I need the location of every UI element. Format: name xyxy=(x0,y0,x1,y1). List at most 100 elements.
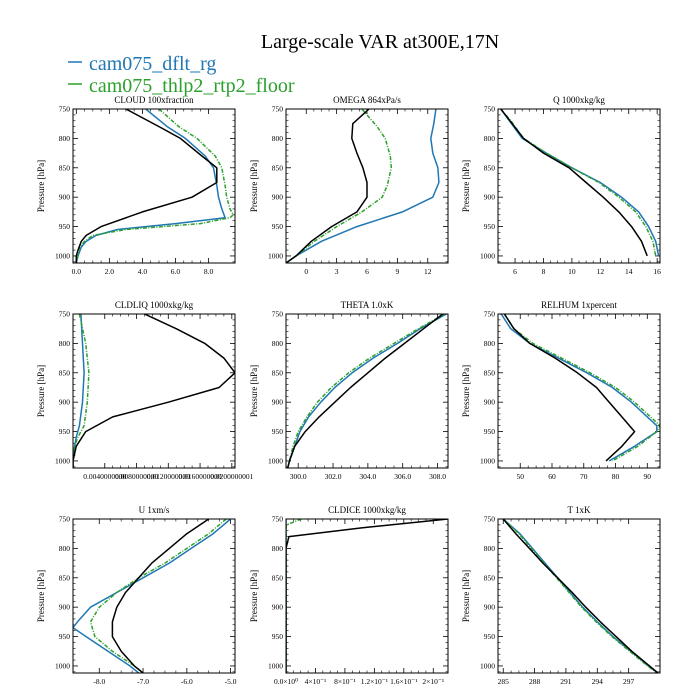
x-tick-label: 297 xyxy=(623,677,635,686)
x-tick-label: 80 xyxy=(612,472,620,481)
y-tick-label: 1000 xyxy=(268,456,283,465)
series-line-green xyxy=(286,109,393,263)
panel-title: RELHUM 1xpercent xyxy=(541,300,617,310)
legend-label-1: cam075_dflt_rg xyxy=(89,53,216,75)
x-tick-label: 6 xyxy=(365,267,369,276)
series-line-blue xyxy=(286,314,447,468)
x-tick-label: 9 xyxy=(396,267,400,276)
y-tick-label: 950 xyxy=(59,632,71,641)
y-tick-label: 1000 xyxy=(480,456,495,465)
series-line-green xyxy=(73,314,90,468)
y-tick-label: 750 xyxy=(272,105,284,114)
panel-title: Q 1000xkg/kg xyxy=(553,95,605,105)
legend: cam075_dflt_rg cam075_thlp2_rtp2_floor xyxy=(68,53,295,97)
x-tick-label: 70 xyxy=(580,472,588,481)
x-tick-label: 308.0 xyxy=(429,472,446,481)
x-tick-label: 6 xyxy=(513,267,517,276)
y-tick-label: 800 xyxy=(59,339,71,348)
y-tick-label: 750 xyxy=(272,310,284,319)
series-group xyxy=(286,109,440,263)
series-group xyxy=(502,519,659,673)
y-tick-label: 900 xyxy=(484,193,496,202)
y-tick-label: 750 xyxy=(272,515,284,524)
series-line-blue xyxy=(75,109,226,263)
y-tick-label: 850 xyxy=(272,368,284,377)
y-tick-label: 800 xyxy=(484,339,496,348)
x-tick-label: 0.0120000000 xyxy=(147,472,190,481)
y-tick-label: 750 xyxy=(59,310,71,319)
y-tick-label: 850 xyxy=(59,163,71,172)
series-group xyxy=(73,314,235,468)
y-tick-label: 900 xyxy=(272,603,284,612)
series-line-black xyxy=(502,519,659,673)
y-tick-label: 900 xyxy=(272,398,284,407)
y-tick-label: 850 xyxy=(59,368,71,377)
y-tick-label: 750 xyxy=(484,105,496,114)
series-line-green xyxy=(500,109,657,257)
y-tick-label: 850 xyxy=(484,163,496,172)
panel-title: T 1xK xyxy=(567,505,591,515)
series-line-green xyxy=(503,314,660,462)
y-tick-label: 900 xyxy=(484,603,496,612)
y-axis-label: Pressure [hPa] xyxy=(36,365,46,417)
y-tick-label: 950 xyxy=(59,427,71,436)
panel-title: THETA 1.0xK xyxy=(341,300,394,310)
y-tick-label: 950 xyxy=(59,222,71,231)
x-tick-label: 2×10⁻¹ xyxy=(422,677,444,686)
panel: OMEGA 864xPa/s Pressure [hPa] 750 800 850 900… xyxy=(249,95,449,276)
panel-title: CLOUD 100xfraction xyxy=(114,95,194,105)
panel-frame xyxy=(497,313,661,469)
panel: U 1xm/s Pressure [hPa] 750 800 850 900 950 1000… xyxy=(36,505,237,686)
y-tick-label: 850 xyxy=(59,573,71,582)
series-group xyxy=(500,109,660,257)
series-group xyxy=(75,109,235,263)
x-tick-label: 12 xyxy=(424,267,432,276)
x-tick-label: 4.0 xyxy=(138,267,148,276)
series-line-black xyxy=(111,519,210,673)
panel: CLDICE 1000xkg/kg Pressure [hPa] 750 800 850… xyxy=(249,505,449,686)
series-line-black xyxy=(286,519,448,673)
panel-frame xyxy=(497,108,661,264)
x-tick-label: 300.0 xyxy=(290,472,307,481)
y-tick-label: 850 xyxy=(272,573,284,582)
series-line-black xyxy=(73,314,235,468)
y-tick-label: 1000 xyxy=(268,661,283,670)
y-tick-label: 950 xyxy=(484,632,496,641)
series-line-blue xyxy=(73,519,232,673)
y-tick-label: 800 xyxy=(59,134,71,143)
x-tick-label: -7.0 xyxy=(137,677,149,686)
series-line-black xyxy=(75,109,218,263)
y-axis-label: Pressure [hPa] xyxy=(36,160,46,212)
x-tick-label: 12 xyxy=(597,267,605,276)
panel-frame xyxy=(72,313,236,469)
y-axis-label: Pressure [hPa] xyxy=(249,365,259,417)
y-tick-label: 950 xyxy=(272,632,284,641)
panel-frame xyxy=(285,518,449,674)
y-axis-label: Pressure [hPa] xyxy=(461,570,471,622)
panel: CLDLIQ 1000xkg/kg Pressure [hPa] 750 800 850… xyxy=(36,300,254,481)
x-tick-label: 4×10⁻¹ xyxy=(305,677,327,686)
x-tick-label: 10 xyxy=(568,267,576,276)
x-tick-label: 302.0 xyxy=(325,472,342,481)
y-axis-label: Pressure [hPa] xyxy=(249,570,259,622)
panel-frame xyxy=(72,108,236,264)
legend-label-2: cam075_thlp2_rtp2_floor xyxy=(89,75,295,97)
series-group xyxy=(286,519,448,673)
y-tick-label: 750 xyxy=(59,105,71,114)
x-tick-label: 288 xyxy=(529,677,541,686)
y-axis-label: Pressure [hPa] xyxy=(249,160,259,212)
y-tick-label: 850 xyxy=(484,368,496,377)
y-tick-label: 850 xyxy=(484,573,496,582)
panel-title: CLDICE 1000xkg/kg xyxy=(328,505,406,515)
y-tick-label: 950 xyxy=(272,427,284,436)
panel: RELHUM 1xpercent Pressure [hPa] 750 800 850 9… xyxy=(461,300,661,481)
series-line-green xyxy=(502,519,658,673)
panel-title: CLDLIQ 1000xkg/kg xyxy=(115,300,194,310)
x-tick-label: 0 xyxy=(304,267,308,276)
y-axis-label: Pressure [hPa] xyxy=(461,365,471,417)
series-line-black xyxy=(286,109,370,263)
figure-title: Large-scale VAR at300E,17N xyxy=(261,31,499,53)
series-group xyxy=(286,314,447,468)
panel-frame xyxy=(72,518,236,674)
x-tick-label: 0.0040000000 xyxy=(83,472,126,481)
